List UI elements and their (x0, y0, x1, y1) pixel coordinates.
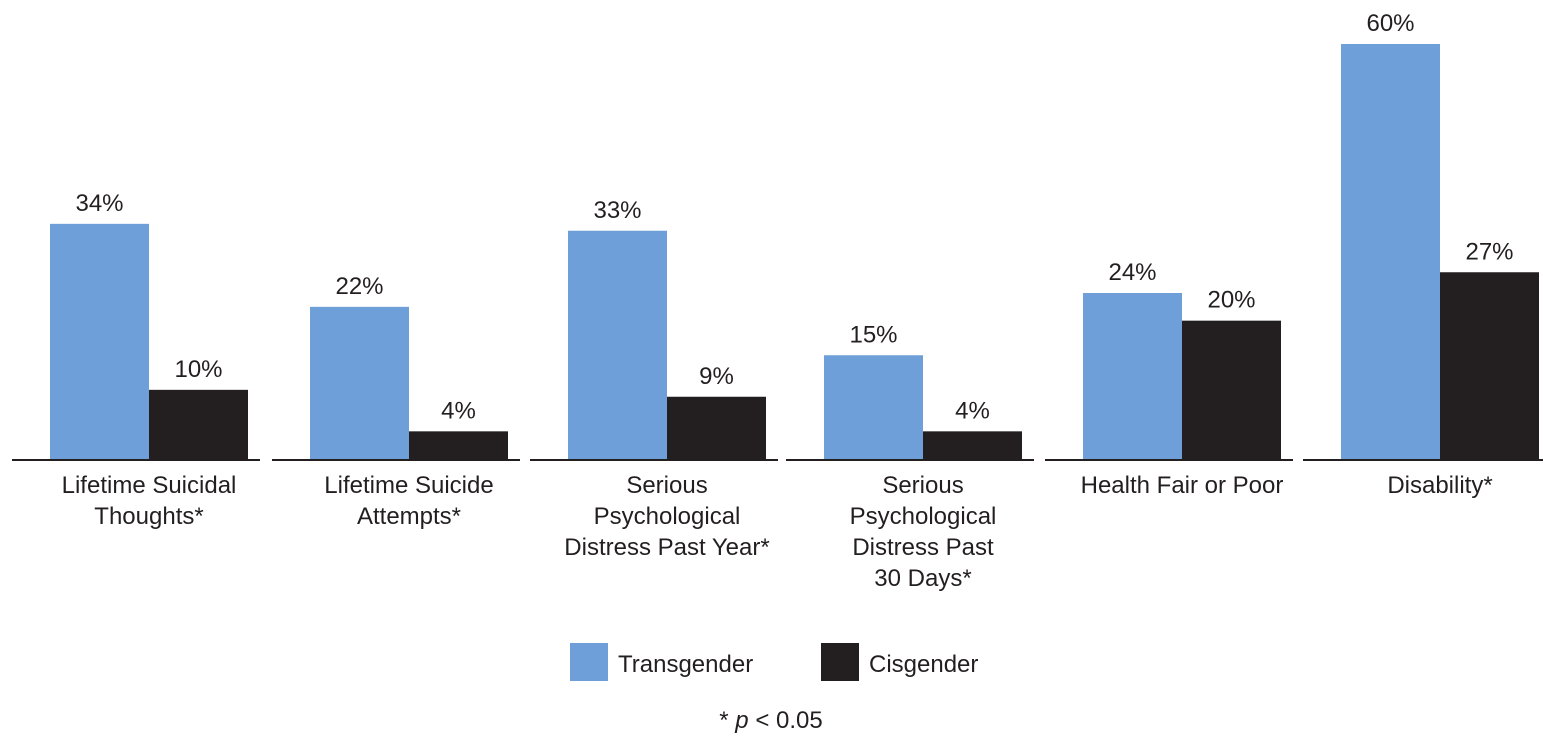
value-label-transgender-disability: 60% (1366, 10, 1414, 37)
bar-cisgender-serious-psychological-distress-past-year (667, 396, 766, 459)
value-label-transgender-serious-psychological-distress-past-year: 33% (593, 197, 641, 224)
legend-swatch-cisgender (821, 643, 859, 681)
value-label-cisgender-serious-psychological-distress-past-30-days: 4% (955, 397, 990, 424)
category-label-serious-psychological-distress-past-30-days: Serious Psychological Distress Past 30 Days… (850, 472, 997, 592)
bar-transgender-lifetime-suicidal-thoughts (50, 223, 149, 459)
footnote-p: p (734, 707, 748, 734)
bar-transgender-serious-psychological-distress-past-30-days (824, 355, 923, 459)
value-label-cisgender-disability: 27% (1465, 238, 1513, 265)
category-label-line: Distress Past (852, 534, 994, 561)
category-label-health-fair-or-poor: Health Fair or Poor (1081, 472, 1284, 499)
category-label-line: Lifetime Suicide (324, 472, 493, 499)
value-label-transgender-lifetime-suicide-attempts: 22% (335, 273, 383, 300)
bar-cisgender-serious-psychological-distress-past-30-days (923, 431, 1022, 459)
footnote-suffix: < 0.05 (749, 707, 823, 734)
bar-cisgender-lifetime-suicide-attempts (409, 431, 508, 459)
bar-transgender-serious-psychological-distress-past-year (568, 230, 667, 459)
category-labels: Lifetime Suicidal Thoughts*Lifetime Suici… (62, 472, 1493, 592)
category-label-line: Psychological (594, 503, 741, 530)
bar-transgender-lifetime-suicide-attempts (310, 306, 409, 459)
legend-swatch-transgender (570, 643, 608, 681)
value-label-transgender-serious-psychological-distress-past-30-days: 15% (849, 321, 897, 348)
value-label-transgender-lifetime-suicidal-thoughts: 34% (75, 190, 123, 217)
legend-label-cisgender: Cisgender (869, 651, 978, 678)
category-label-serious-psychological-distress-past-year: Serious Psychological Distress Past Year* (564, 472, 769, 561)
bar-cisgender-health-fair-or-poor (1182, 320, 1281, 459)
value-label-cisgender-serious-psychological-distress-past-year: 9% (699, 363, 734, 390)
category-label-line: Health Fair or Poor (1081, 472, 1284, 499)
legend: Transgender Cisgender (570, 643, 978, 681)
category-label-disability: Disability* (1387, 472, 1492, 499)
category-label-line: Lifetime Suicidal (62, 472, 237, 499)
category-label-line: Disability* (1387, 472, 1492, 499)
category-label-line: Psychological (850, 503, 997, 530)
bar-transgender-disability (1341, 44, 1440, 459)
category-label-lifetime-suicide-attempts: Lifetime Suicide Attempts* (324, 472, 493, 530)
bar-cisgender-disability (1440, 272, 1539, 459)
bar-cisgender-lifetime-suicidal-thoughts (149, 389, 248, 459)
value-label-cisgender-health-fair-or-poor: 20% (1207, 287, 1255, 314)
category-label-line: Serious (626, 472, 707, 499)
value-label-cisgender-lifetime-suicide-attempts: 4% (441, 397, 476, 424)
footnote-prefix: * (719, 707, 735, 734)
value-labels: 34% 10% 22% 4% 33% 9% 15% 4% 24% 20% 60% 27% (75, 10, 1513, 424)
category-label-line: Distress Past Year* (564, 534, 769, 561)
category-label-line: 30 Days* (874, 565, 971, 592)
significance-footnote: * p < 0.05 (719, 707, 822, 734)
category-label-line: Attempts* (357, 503, 461, 530)
legend-label-transgender: Transgender (618, 651, 753, 678)
category-label-line: Thoughts* (94, 503, 203, 530)
value-label-transgender-health-fair-or-poor: 24% (1108, 259, 1156, 286)
category-label-lifetime-suicidal-thoughts: Lifetime Suicidal Thoughts* (62, 472, 237, 530)
category-label-line: Serious (882, 472, 963, 499)
bar-transgender-health-fair-or-poor (1083, 293, 1182, 459)
bars (50, 44, 1539, 459)
value-label-cisgender-lifetime-suicidal-thoughts: 10% (174, 356, 222, 383)
